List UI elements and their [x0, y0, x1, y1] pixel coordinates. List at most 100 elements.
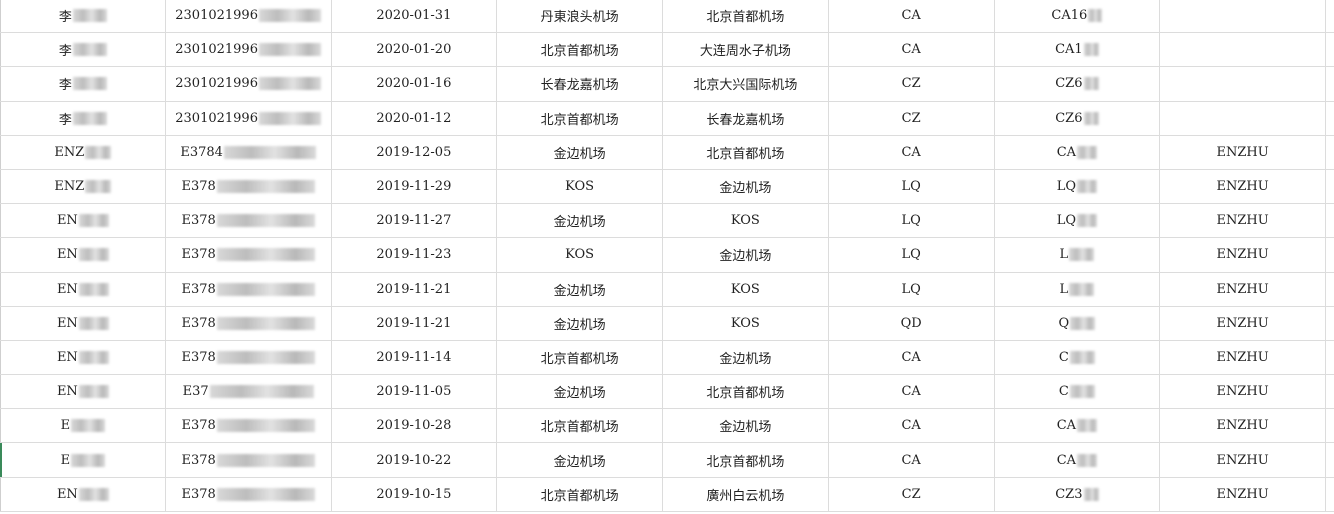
cell-passenger-name[interactable]: ENZHU — [1160, 340, 1326, 375]
cell-airline[interactable]: LQ — [829, 204, 995, 238]
cell-name[interactable]: EN — [0, 340, 166, 375]
cell-date[interactable]: 2019-11-29 — [332, 169, 498, 204]
cell-id-number[interactable]: 2301021996 — [166, 0, 332, 33]
cell-date[interactable]: 2019-11-05 — [332, 375, 498, 409]
cell-flight-number[interactable]: CA — [995, 409, 1161, 443]
cell-passenger-name[interactable] — [1160, 0, 1326, 33]
cell-passenger-name[interactable]: ENZHU — [1160, 204, 1326, 238]
cell-arrival-airport[interactable]: KOS — [663, 306, 829, 340]
cell-flight-number[interactable]: L — [995, 238, 1161, 272]
cell-date[interactable]: 2019-11-21 — [332, 272, 498, 306]
cell-id-number[interactable]: 2301021996 — [166, 67, 332, 101]
cell-arrival-airport[interactable]: 北京首都机场 — [663, 375, 829, 409]
cell-passenger-name[interactable]: ENZHU — [1160, 238, 1326, 272]
cell-passenger-name[interactable]: ENZHU — [1160, 169, 1326, 204]
cell-passenger-name[interactable] — [1160, 101, 1326, 135]
cell-airline[interactable]: CZ — [829, 67, 995, 101]
cell-passenger-name[interactable]: ENZHU — [1160, 477, 1326, 511]
cell-arrival-airport[interactable]: KOS — [663, 204, 829, 238]
cell-departure-airport[interactable]: 金边机场 — [497, 272, 663, 306]
cell-passenger-name[interactable]: ENZHU — [1160, 375, 1326, 409]
cell-passenger-name[interactable]: ENZHU — [1160, 135, 1326, 169]
cell-flight-number[interactable]: C — [995, 375, 1161, 409]
cell-departure-airport[interactable]: 北京首都机场 — [497, 33, 663, 67]
cell-name[interactable]: EN — [0, 238, 166, 272]
cell-departure-airport[interactable]: 金边机场 — [497, 306, 663, 340]
cell-id-number[interactable]: E378 — [166, 443, 332, 477]
cell-id-number[interactable]: E37 — [166, 375, 332, 409]
cell-airline[interactable]: QD — [829, 306, 995, 340]
cell-date[interactable]: 2020-01-31 — [332, 0, 498, 33]
cell-flight-number[interactable]: CA1 — [995, 33, 1161, 67]
cell-name[interactable]: 李 — [0, 67, 166, 101]
cell-date[interactable]: 2019-10-15 — [332, 477, 498, 511]
cell-departure-airport[interactable]: 北京首都机场 — [497, 340, 663, 375]
cell-arrival-airport[interactable]: 金边机场 — [663, 409, 829, 443]
cell-name[interactable]: ENZ — [0, 135, 166, 169]
cell-date[interactable]: 2019-11-14 — [332, 340, 498, 375]
cell-departure-airport[interactable]: 北京首都机场 — [497, 477, 663, 511]
cell-departure-airport[interactable]: KOS — [497, 238, 663, 272]
cell-arrival-airport[interactable]: 北京首都机场 — [663, 135, 829, 169]
cell-date[interactable]: 2020-01-20 — [332, 33, 498, 67]
cell-airline[interactable]: CA — [829, 409, 995, 443]
cell-arrival-airport[interactable]: 金边机场 — [663, 169, 829, 204]
cell-date[interactable]: 2019-10-22 — [332, 443, 498, 477]
cell-airline[interactable]: CZ — [829, 101, 995, 135]
cell-arrival-airport[interactable]: KOS — [663, 272, 829, 306]
cell-id-number[interactable]: E378 — [166, 477, 332, 511]
cell-flight-number[interactable]: CZ6 — [995, 101, 1161, 135]
cell-date[interactable]: 2019-11-21 — [332, 306, 498, 340]
cell-airline[interactable]: LQ — [829, 238, 995, 272]
cell-name[interactable]: E — [0, 409, 166, 443]
cell-arrival-airport[interactable]: 长春龙嘉机场 — [663, 101, 829, 135]
cell-flight-number[interactable]: CZ6 — [995, 67, 1161, 101]
cell-arrival-airport[interactable]: 大连周水子机场 — [663, 33, 829, 67]
cell-arrival-airport[interactable]: 金边机场 — [663, 340, 829, 375]
cell-flight-number[interactable]: CA — [995, 135, 1161, 169]
cell-name[interactable]: EN — [0, 375, 166, 409]
cell-flight-number[interactable]: CZ3 — [995, 477, 1161, 511]
cell-date[interactable]: 2020-01-16 — [332, 67, 498, 101]
cell-departure-airport[interactable]: 长春龙嘉机场 — [497, 67, 663, 101]
cell-airline[interactable]: LQ — [829, 272, 995, 306]
cell-departure-airport[interactable]: 北京首都机场 — [497, 409, 663, 443]
cell-flight-number[interactable]: C — [995, 340, 1161, 375]
cell-airline[interactable]: CA — [829, 0, 995, 33]
cell-passenger-name[interactable] — [1160, 67, 1326, 101]
cell-departure-airport[interactable]: KOS — [497, 169, 663, 204]
cell-passenger-name[interactable]: ENZHU — [1160, 306, 1326, 340]
cell-date[interactable]: 2019-10-28 — [332, 409, 498, 443]
cell-passenger-name[interactable] — [1160, 33, 1326, 67]
cell-arrival-airport[interactable]: 北京首都机场 — [663, 0, 829, 33]
cell-date[interactable]: 2020-01-12 — [332, 101, 498, 135]
cell-id-number[interactable]: E378 — [166, 409, 332, 443]
cell-departure-airport[interactable]: 北京首都机场 — [497, 101, 663, 135]
cell-id-number[interactable]: E378 — [166, 340, 332, 375]
cell-name[interactable]: ENZ — [0, 169, 166, 204]
cell-departure-airport[interactable]: 金边机场 — [497, 375, 663, 409]
cell-arrival-airport[interactable]: 北京首都机场 — [663, 443, 829, 477]
cell-name[interactable]: EN — [0, 272, 166, 306]
cell-flight-number[interactable]: L — [995, 272, 1161, 306]
cell-name[interactable]: EN — [0, 477, 166, 511]
cell-flight-number[interactable]: Q — [995, 306, 1161, 340]
cell-id-number[interactable]: E378 — [166, 272, 332, 306]
cell-name[interactable]: 李 — [0, 33, 166, 67]
cell-airline[interactable]: CA — [829, 33, 995, 67]
cell-airline[interactable]: CA — [829, 375, 995, 409]
cell-departure-airport[interactable]: 金边机场 — [497, 204, 663, 238]
cell-id-number[interactable]: E378 — [166, 169, 332, 204]
cell-airline[interactable]: CA — [829, 135, 995, 169]
cell-airline[interactable]: CA — [829, 443, 995, 477]
cell-name[interactable]: EN — [0, 306, 166, 340]
cell-airline[interactable]: CZ — [829, 477, 995, 511]
cell-departure-airport[interactable]: 金边机场 — [497, 443, 663, 477]
cell-passenger-name[interactable]: ENZHU — [1160, 443, 1326, 477]
cell-passenger-name[interactable]: ENZHU — [1160, 409, 1326, 443]
cell-arrival-airport[interactable]: 金边机场 — [663, 238, 829, 272]
cell-date[interactable]: 2019-12-05 — [332, 135, 498, 169]
cell-id-number[interactable]: 2301021996 — [166, 33, 332, 67]
cell-flight-number[interactable]: LQ — [995, 204, 1161, 238]
cell-id-number[interactable]: E378 — [166, 306, 332, 340]
